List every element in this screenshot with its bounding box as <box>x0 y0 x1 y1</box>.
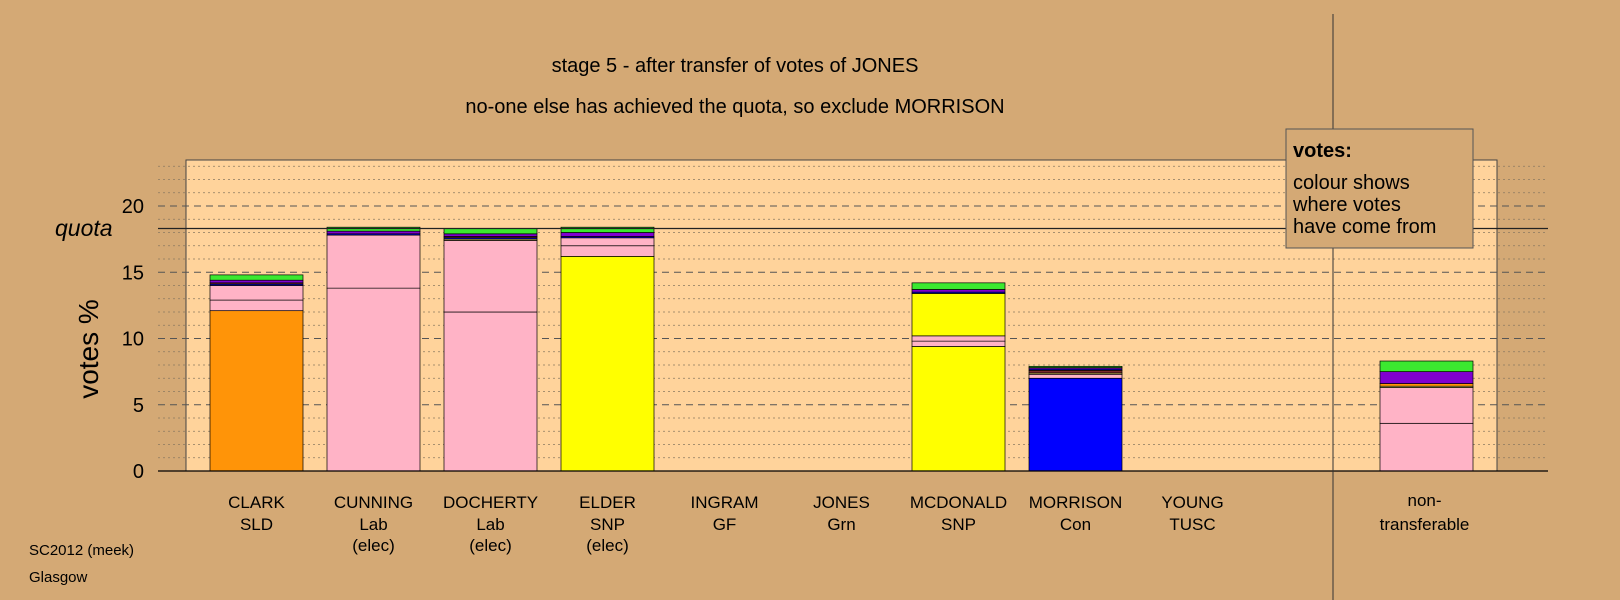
bar-segment-mcdonald <box>911 289 1006 293</box>
bar-segment-docherty <box>443 228 538 235</box>
bar-segment-mcdonald <box>911 335 1006 342</box>
bar-segment-docherty <box>443 240 538 313</box>
candidate-name-label: JONES <box>813 493 870 512</box>
y-tick-label: 5 <box>133 395 144 417</box>
candidate-name-label: CUNNING <box>334 493 413 512</box>
quota-label: quota <box>55 215 113 241</box>
bar-segment-elder <box>560 237 655 247</box>
candidate-name-label: YOUNG <box>1161 493 1223 512</box>
candidate-party-label: Con <box>1060 515 1091 534</box>
bar-segment-clark <box>209 310 304 472</box>
bar-segment-elder <box>560 226 655 233</box>
candidate-name-label: CLARK <box>228 493 285 512</box>
bar-segment-nontransferable <box>1379 371 1474 384</box>
bar-segment-morrison <box>1028 365 1123 369</box>
legend-box: votes: colour shows where votes have com… <box>1285 128 1474 249</box>
y-tick-label: 15 <box>122 262 144 284</box>
legend-title: votes: <box>1293 140 1352 162</box>
candidate-party-label: GF <box>713 515 737 534</box>
nontransferable-label: non- <box>1407 491 1441 510</box>
candidate-status-label: (elec) <box>469 536 512 555</box>
candidate-party-label: SNP <box>590 515 625 534</box>
bar-segment-mcdonald <box>911 293 1006 337</box>
bar-segment-clark <box>209 299 304 312</box>
candidate-name-label: ELDER <box>579 493 636 512</box>
chart-title: stage 5 - after transfer of votes of JON… <box>552 55 919 77</box>
legend-line-3: have come from <box>1293 216 1436 238</box>
nontransferable-label: transferable <box>1380 515 1470 534</box>
bar-segment-docherty <box>443 311 538 472</box>
candidate-party-label: TUSC <box>1169 515 1215 534</box>
legend-line-1: colour shows <box>1293 172 1410 194</box>
bar-segment-elder <box>560 245 655 257</box>
y-axis-label: votes % <box>73 299 104 399</box>
bar-segment-mcdonald <box>911 282 1006 290</box>
bar-segment-elder <box>560 232 655 237</box>
bar-segment-nontransferable <box>1379 360 1474 372</box>
bar-segment-morrison <box>1028 369 1123 374</box>
bar-segment-nontransferable <box>1379 422 1474 472</box>
bar-segment-nontransferable <box>1379 387 1474 424</box>
bar-segment-cunning <box>326 287 421 472</box>
bar-segment-cunning <box>326 230 421 235</box>
bar-segment-clark <box>209 274 304 281</box>
candidate-party-label: SLD <box>240 515 273 534</box>
bar-segment-docherty <box>443 233 538 237</box>
candidate-party-label: Grn <box>827 515 855 534</box>
bar-segment-nontransferable <box>1379 383 1474 387</box>
y-tick-label: 0 <box>133 461 144 483</box>
bar-segment-morrison <box>1028 373 1123 379</box>
y-tick-label: 10 <box>122 329 144 351</box>
footer-source: SC2012 (meek) <box>29 542 135 559</box>
candidate-name-label: INGRAM <box>691 493 759 512</box>
candidate-name-label: MCDONALD <box>910 493 1007 512</box>
legend-line-2: where votes <box>1292 194 1401 216</box>
candidate-party-label: Lab <box>476 515 504 534</box>
bar-segment-cunning <box>326 226 421 232</box>
candidate-party-label: Lab <box>359 515 387 534</box>
bar-segment-clark <box>209 279 304 284</box>
bar-segment-mcdonald <box>911 346 1006 472</box>
candidate-status-label: (elec) <box>352 536 395 555</box>
candidate-name-label: MORRISON <box>1029 493 1123 512</box>
candidate-status-label: (elec) <box>586 536 629 555</box>
footer-region: Glasgow <box>29 569 88 586</box>
bar-segment-morrison <box>1028 377 1123 472</box>
chart-subtitle: no-one else has achieved the quota, so e… <box>465 96 1004 118</box>
bar-segment-cunning <box>326 234 421 289</box>
bar-segment-clark <box>209 285 304 301</box>
candidate-name-label: DOCHERTY <box>443 493 538 512</box>
bar-segment-elder <box>560 256 655 472</box>
bar-segment-mcdonald <box>911 340 1006 347</box>
y-tick-label: 20 <box>122 196 144 218</box>
candidate-party-label: SNP <box>941 515 976 534</box>
